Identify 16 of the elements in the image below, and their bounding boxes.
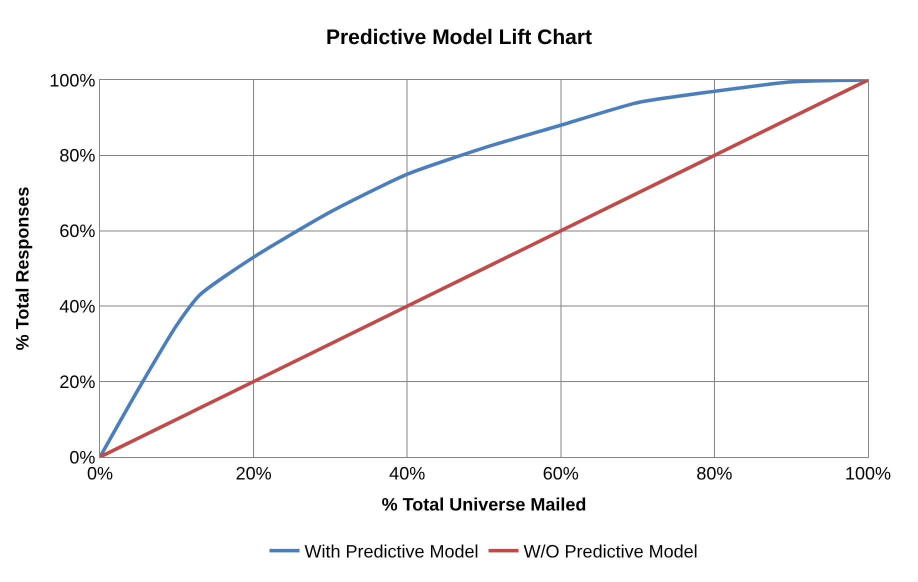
line-series bbox=[100, 80, 868, 457]
x-tick-label: 80% bbox=[696, 464, 732, 484]
x-axis-title: % Total Universe Mailed bbox=[382, 494, 586, 515]
legend-label: W/O Predictive Model bbox=[524, 542, 698, 562]
chart-title: Predictive Model Lift Chart bbox=[326, 26, 592, 49]
y-tick-label: 40% bbox=[59, 296, 96, 316]
y-tick-label: 100% bbox=[49, 70, 96, 90]
x-tick-label: 60% bbox=[542, 464, 579, 484]
legend-label: With Predictive Model bbox=[304, 542, 479, 562]
y-axis-title: % Total Responses bbox=[12, 186, 33, 350]
y-tick-label: 80% bbox=[59, 146, 96, 166]
y-tick-label: 60% bbox=[59, 221, 96, 242]
x-tick-label: 40% bbox=[389, 464, 426, 484]
x-tick-label: 100% bbox=[844, 464, 892, 484]
y-tick-label: 20% bbox=[59, 372, 96, 392]
x-tick-label: 20% bbox=[236, 464, 272, 484]
